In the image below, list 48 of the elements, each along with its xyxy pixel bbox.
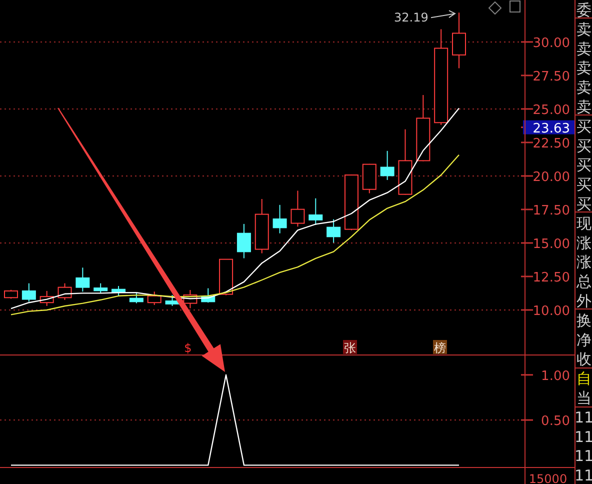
line-series (10, 108, 460, 310)
y-tick-label: 25.00 (532, 102, 570, 118)
text: 涨 (576, 234, 592, 252)
candlestick (452, 12, 466, 69)
y-tick-label: 22.50 (532, 136, 570, 152)
y-tick-label: 12.50 (532, 270, 570, 286)
text: 买 (576, 117, 592, 136)
candlestick (272, 204, 287, 234)
y-tick-label: 17.50 (532, 203, 570, 218)
y-tick-label: 30.00 (532, 36, 570, 51)
text: 买 (576, 156, 592, 174)
text: 现 (576, 214, 592, 232)
text: 15000 (528, 472, 568, 484)
y-tick-label: 23.63 (532, 121, 570, 136)
text: 11 (574, 447, 592, 466)
text: 自 (576, 370, 592, 388)
annotation: 张 (344, 341, 356, 355)
text: 买 (576, 176, 592, 194)
y-tick-label: 0.50 (541, 414, 570, 430)
line-series (10, 154, 460, 316)
text: 换 (576, 311, 592, 330)
text: 卖 (576, 78, 592, 97)
text: 总 (576, 272, 592, 291)
text: 收 (576, 350, 592, 368)
text: 净 (576, 330, 592, 349)
text: 涨 (576, 253, 592, 272)
text: 当 (576, 389, 592, 407)
y-tick-label: 27.50 (532, 69, 570, 84)
y-tick-label: 15.00 (532, 236, 570, 252)
text: 买 (576, 195, 592, 213)
candlestick (380, 150, 394, 180)
text: 11 (574, 408, 592, 426)
annotation: $ (184, 341, 192, 355)
annotation: 榜 (434, 341, 446, 355)
text: 卖 (576, 98, 592, 116)
y-tick-label: 10.00 (532, 304, 570, 319)
text: 11 (574, 466, 592, 484)
candlestick (236, 223, 251, 259)
text: 外 (576, 292, 592, 310)
text: 买 (576, 136, 592, 155)
annotation: 32.19 (394, 10, 428, 25)
text: 卖 (576, 20, 592, 38)
text: 11 (574, 428, 592, 446)
text: 卖 (576, 40, 592, 58)
text: 卖 (576, 59, 592, 78)
y-tick-label: 20.00 (532, 170, 570, 185)
y-tick-label: 1.00 (541, 368, 570, 384)
text: 委 (576, 1, 592, 19)
